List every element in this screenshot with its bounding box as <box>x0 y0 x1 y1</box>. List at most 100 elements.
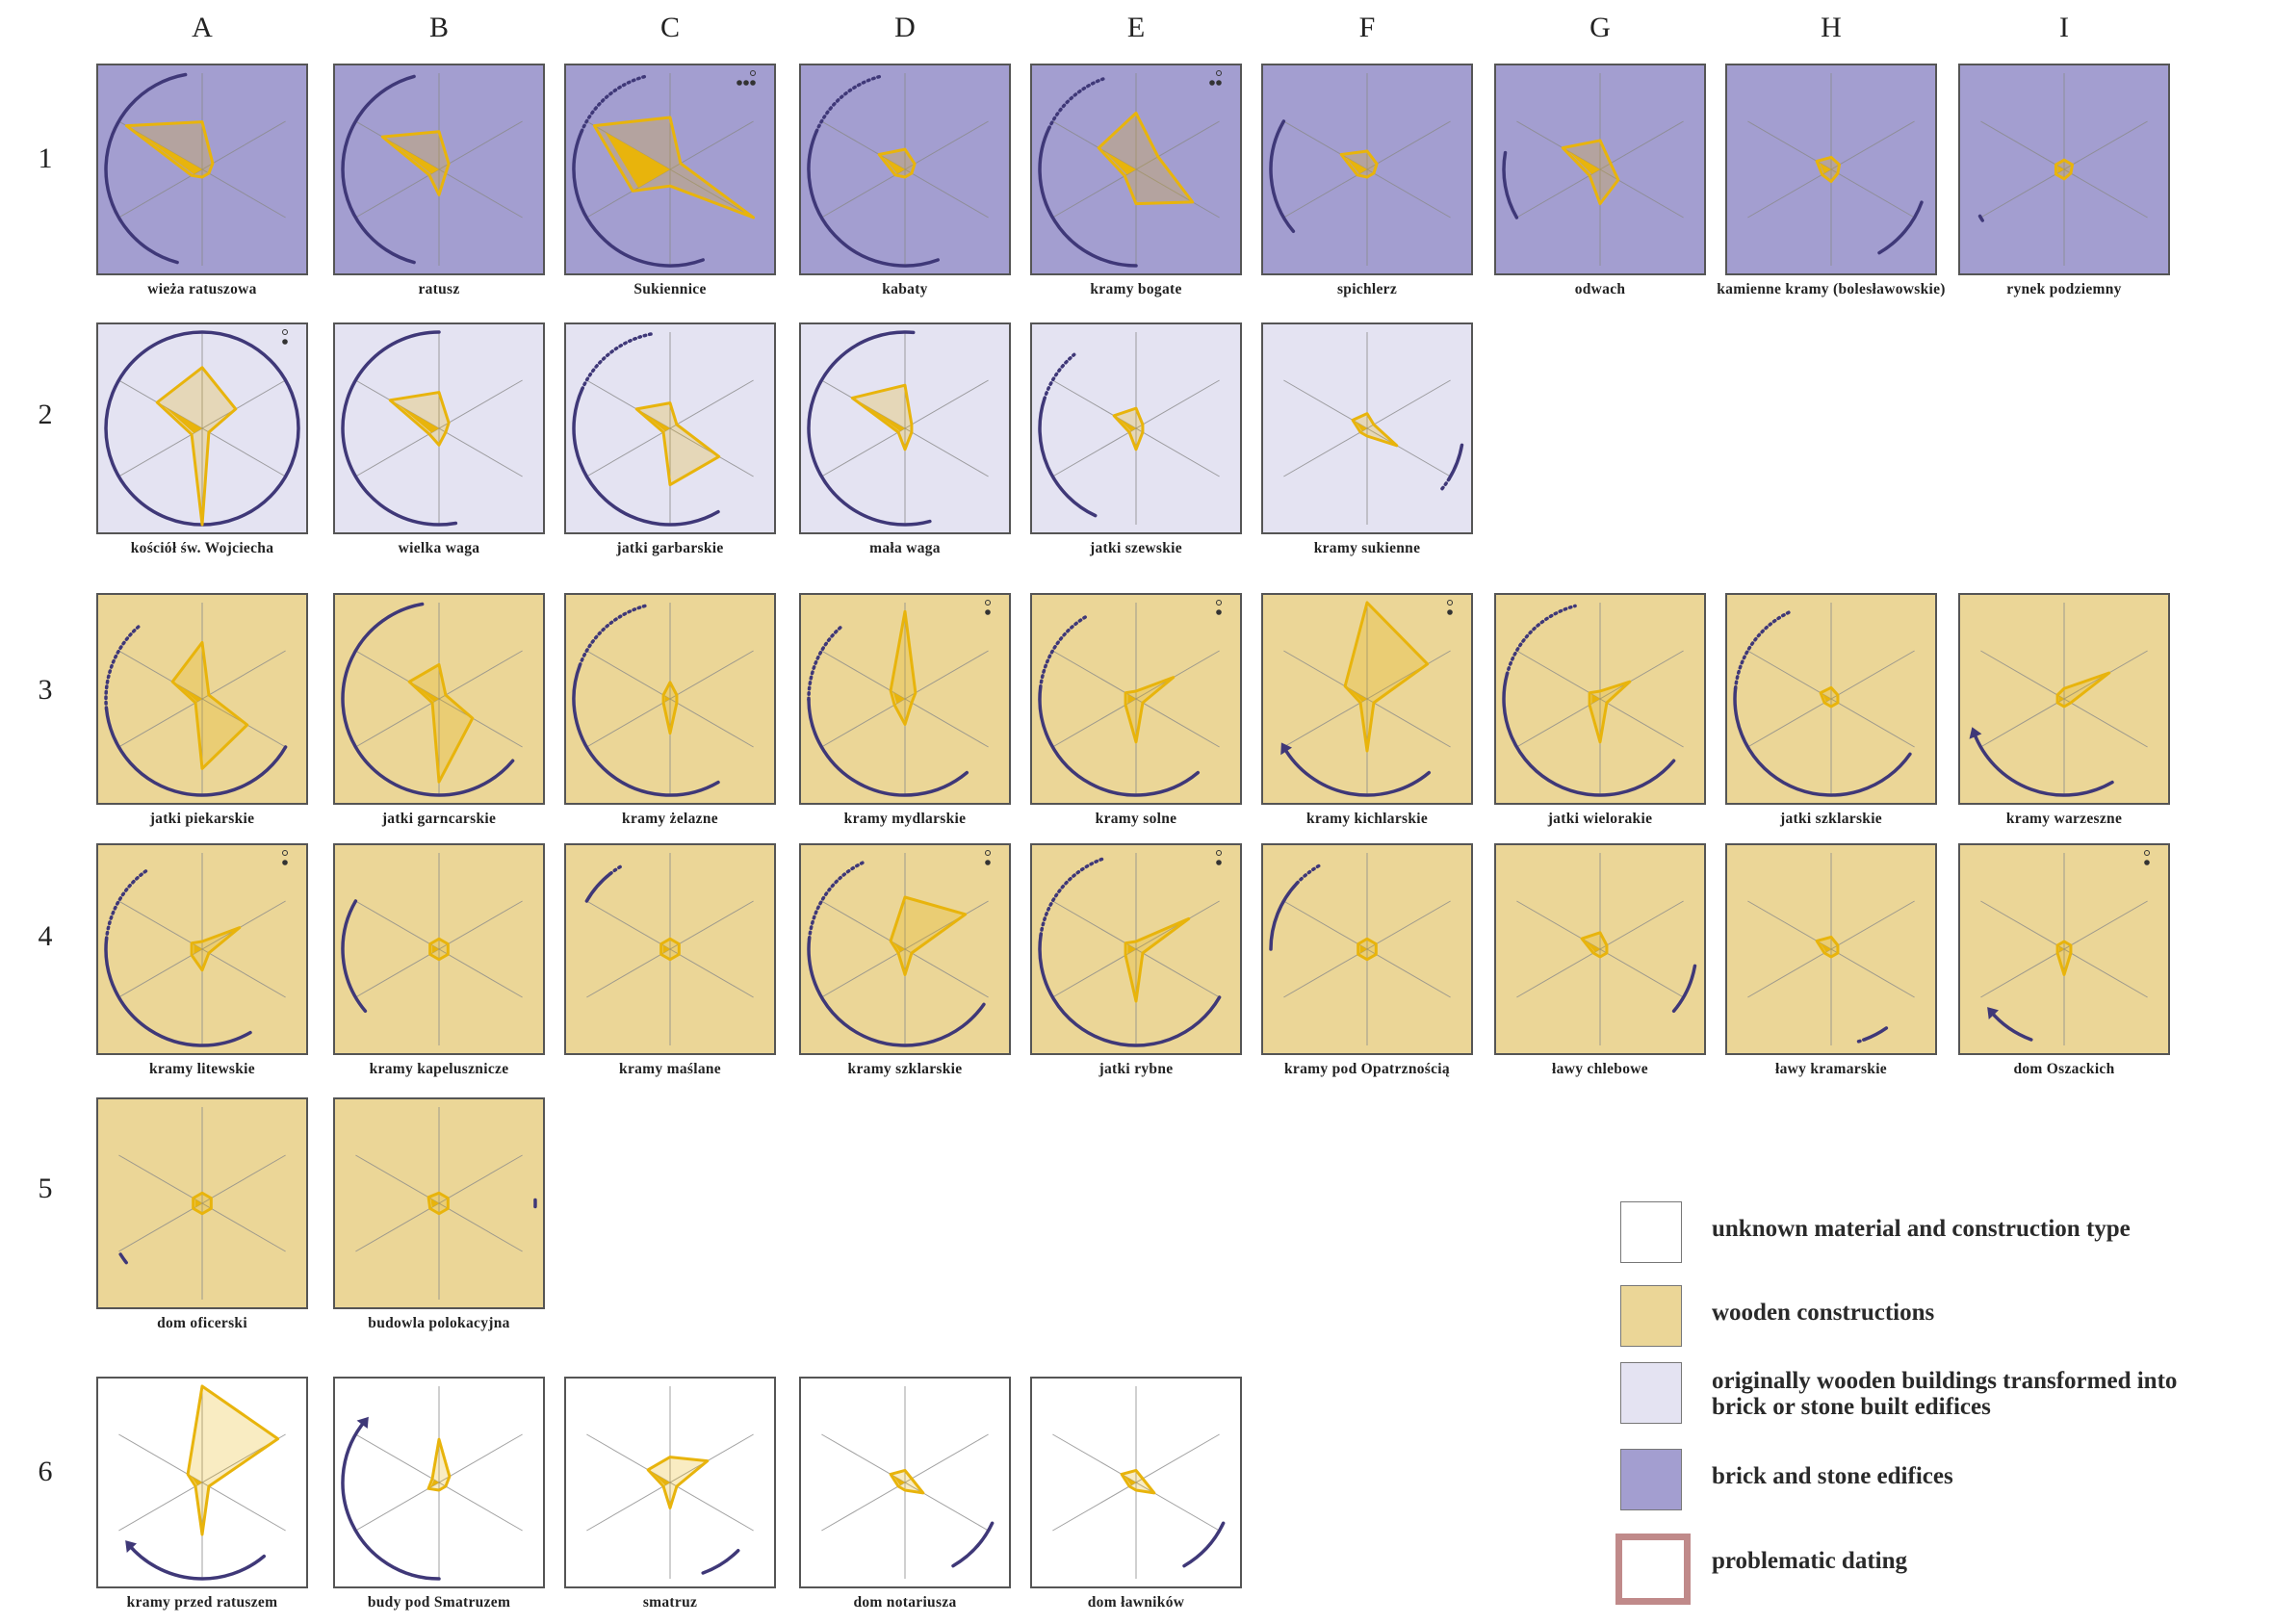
timeline-arc <box>104 72 188 265</box>
timeline-arrow <box>1280 742 1293 756</box>
radar-shape <box>190 926 242 972</box>
column-label-H: H <box>1821 12 1842 43</box>
building-diagram <box>1958 843 2170 1055</box>
building-label: odwach <box>1574 281 1626 297</box>
radar-shape <box>1124 916 1191 1003</box>
row-label-6: 6 <box>38 1456 53 1487</box>
timeline-arc <box>807 129 940 268</box>
radar-shape <box>170 640 249 770</box>
timeline-arc <box>118 1252 128 1265</box>
marker-dot <box>750 80 756 86</box>
building-label: kramy żelazne <box>622 811 718 827</box>
building-label: kramy mydlarskie <box>843 811 967 827</box>
building-cell <box>1725 593 1937 805</box>
building-diagram <box>333 843 545 1055</box>
timeline-arc <box>1269 119 1296 234</box>
building-cell <box>564 593 776 805</box>
timeline-arc <box>341 330 458 527</box>
building-label: budowla polokacyjna <box>368 1315 510 1331</box>
building-label: kabaty <box>882 281 928 297</box>
timeline-arc <box>341 602 515 797</box>
radar-shape <box>877 147 917 179</box>
building-diagram <box>564 843 776 1055</box>
building-cell <box>1261 593 1473 805</box>
building-label: Sukiennice <box>633 281 707 297</box>
timeline-arc-uncertain <box>807 623 845 702</box>
row-label-5: 5 <box>38 1173 53 1204</box>
building-label: kramy kapelusznicze <box>369 1061 509 1077</box>
building-label: dom ławników <box>1087 1594 1185 1611</box>
legend-swatch-unknown <box>1620 1201 1682 1263</box>
radar-shape <box>1124 676 1176 744</box>
radar-core <box>2058 696 2064 702</box>
building-label: jatki piekarskie <box>149 811 255 827</box>
radar-shape <box>2055 671 2111 709</box>
building-cell <box>564 843 776 1055</box>
marker-dot <box>1447 609 1453 615</box>
legend-label-wooden: wooden constructions <box>1712 1300 1935 1326</box>
radar-core <box>1819 942 1831 952</box>
radar-core <box>164 406 202 433</box>
building-label: ratusz <box>418 281 460 297</box>
radar-core <box>883 157 905 174</box>
building-diagram <box>96 322 308 534</box>
radar-shape <box>592 116 756 219</box>
timeline-arc <box>807 697 969 797</box>
timeline-arc <box>1038 685 1201 797</box>
legend-swatch-transformed <box>1620 1362 1682 1424</box>
building-diagram <box>333 322 545 534</box>
timeline-arc-uncertain <box>580 331 656 392</box>
radar-core <box>892 942 905 952</box>
timeline-arc <box>1733 686 1912 797</box>
timeline-arc-uncertain <box>1043 352 1076 401</box>
radar-core <box>194 1199 202 1208</box>
building-cell <box>333 64 545 275</box>
timeline-arc <box>1038 933 1222 1047</box>
timeline-arrow <box>125 1540 137 1553</box>
building-cell <box>564 1377 776 1588</box>
building-diagram <box>1261 64 1473 275</box>
building-cell <box>333 593 545 805</box>
building-cell <box>96 1377 308 1588</box>
timeline-arc <box>584 871 612 903</box>
building-cell <box>799 593 1011 805</box>
building-diagram <box>1725 64 1937 275</box>
building-diagram <box>1494 843 1706 1055</box>
building-diagram <box>799 322 1011 534</box>
radar-core <box>390 142 439 174</box>
building-label: kramy maślane <box>619 1061 721 1077</box>
radar-shape <box>1588 680 1632 744</box>
radar-shape <box>1339 149 1379 179</box>
marker-dot <box>1216 609 1222 615</box>
row-label-4: 4 <box>38 920 53 952</box>
radar-core <box>1568 151 1600 174</box>
building-label: dom notariusza <box>853 1594 957 1611</box>
building-label: kramy kichlarskie <box>1305 811 1429 827</box>
marker-ring <box>2144 850 2150 856</box>
building-cell <box>799 1377 1011 1588</box>
timeline-arc-uncertain <box>1047 77 1105 131</box>
building-label: kramy szklarskie <box>847 1061 963 1077</box>
building-diagram <box>96 1377 308 1588</box>
radar-core <box>1819 163 1831 174</box>
building-label: kamienne kramy (bolesławowskie) <box>1717 281 1946 297</box>
marker-ring <box>1216 600 1222 606</box>
building-cell <box>1261 322 1473 534</box>
radar-core <box>1355 422 1367 431</box>
radar-core <box>430 1199 439 1208</box>
timeline-arc <box>1502 672 1676 797</box>
radar-shape <box>1819 685 1840 709</box>
building-diagram <box>1030 593 1242 805</box>
timeline-arrow <box>1987 1007 1999 1019</box>
radar-core <box>605 132 670 188</box>
marker-ring <box>1447 600 1453 606</box>
building-cell <box>1261 64 1473 275</box>
building-cell <box>564 64 776 275</box>
timeline-arc <box>1671 964 1697 1014</box>
building-cell <box>333 1377 545 1588</box>
legend-label-unknown: unknown material and construction type <box>1712 1216 2131 1242</box>
building-cell <box>799 322 1011 534</box>
timeline-arc <box>126 1542 267 1581</box>
marker-dot <box>1216 860 1222 865</box>
building-cell <box>96 843 308 1055</box>
